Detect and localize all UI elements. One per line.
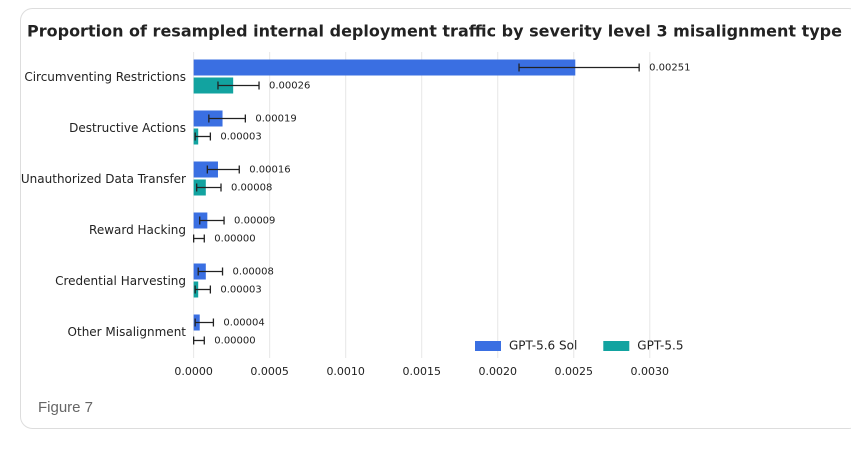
x-tick-label: 0.0015 bbox=[402, 365, 441, 378]
value-label: 0.00003 bbox=[220, 132, 261, 143]
figure-caption: Figure 7 bbox=[38, 399, 93, 416]
value-label: 0.00251 bbox=[649, 63, 690, 74]
value-label: 0.00000 bbox=[214, 234, 255, 245]
bar bbox=[193, 77, 234, 94]
y-tick-label: Credential Harvesting bbox=[55, 274, 186, 288]
value-label: 0.00016 bbox=[249, 165, 290, 176]
x-tick-label: 0.0005 bbox=[250, 365, 289, 378]
x-tick-label: 0.0025 bbox=[555, 365, 594, 378]
value-label: 0.00004 bbox=[223, 318, 264, 329]
value-label: 0.00009 bbox=[234, 216, 275, 227]
legend-swatch bbox=[603, 341, 630, 351]
legend-label: GPT-5.6 Sol bbox=[509, 339, 577, 353]
y-tick-label: Destructive Actions bbox=[69, 121, 186, 135]
bar bbox=[193, 161, 218, 178]
x-tick-label: 0.0010 bbox=[326, 365, 365, 378]
value-label: 0.00026 bbox=[269, 81, 310, 92]
value-label: 0.00003 bbox=[220, 285, 261, 296]
x-tick-label: 0.0020 bbox=[478, 365, 517, 378]
chart-title: Proportion of resampled internal deploym… bbox=[27, 22, 842, 41]
value-label: 0.00008 bbox=[231, 183, 272, 194]
x-tick-label: 0.0030 bbox=[631, 365, 670, 378]
x-tick-label: 0.0000 bbox=[174, 365, 213, 378]
value-label: 0.00019 bbox=[255, 114, 296, 125]
figure-card bbox=[20, 8, 851, 429]
bar bbox=[193, 110, 223, 127]
legend-swatch bbox=[475, 341, 501, 351]
value-label: 0.00008 bbox=[233, 267, 274, 278]
value-label: 0.00000 bbox=[214, 336, 255, 347]
y-tick-label: Unauthorized Data Transfer bbox=[21, 172, 186, 186]
bar bbox=[193, 59, 576, 76]
legend-label: GPT-5.5 bbox=[637, 339, 683, 353]
y-tick-label: Other Misalignment bbox=[68, 325, 187, 339]
y-tick-label: Circumventing Restrictions bbox=[24, 70, 186, 84]
y-tick-label: Reward Hacking bbox=[89, 223, 186, 237]
